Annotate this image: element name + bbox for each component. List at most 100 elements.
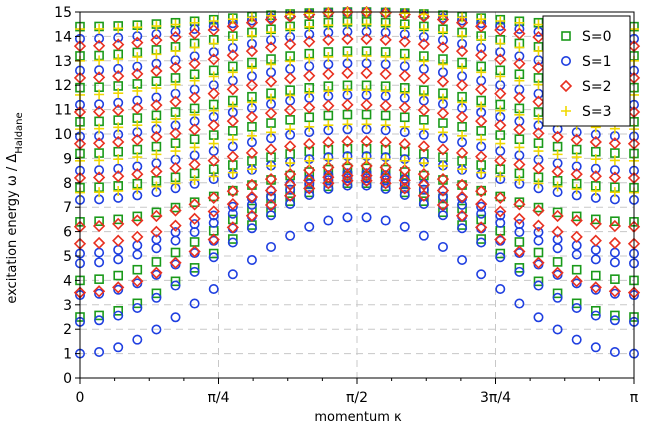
- data-point: [208, 71, 219, 82]
- data-point: [360, 98, 373, 111]
- data-point: [417, 189, 430, 202]
- legend-label: S=3: [582, 104, 612, 120]
- y-tick-label: 8: [63, 176, 72, 192]
- data-point: [113, 32, 124, 43]
- data-point: [189, 175, 200, 186]
- data-point: [360, 32, 373, 46]
- data-point: [457, 121, 467, 132]
- data-point: [380, 120, 391, 131]
- data-point: [399, 179, 410, 190]
- data-point: [285, 56, 296, 67]
- data-point: [476, 34, 487, 45]
- data-point: [609, 155, 620, 166]
- data-point: [226, 185, 239, 198]
- y-tick-label: 13: [54, 54, 72, 70]
- data-point: [131, 214, 144, 227]
- data-point: [475, 114, 488, 128]
- x-axis-label: momentum κ: [314, 410, 402, 425]
- data-point: [533, 178, 544, 189]
- data-point: [208, 248, 219, 259]
- data-point: [589, 281, 602, 294]
- legend-marker: [561, 31, 571, 41]
- data-point: [92, 71, 106, 84]
- data-point: [436, 107, 450, 120]
- data-point: [208, 138, 219, 149]
- data-point: [208, 130, 219, 140]
- data-point: [303, 35, 316, 48]
- data-point: [169, 162, 182, 175]
- data-point: [323, 51, 334, 62]
- data-point: [513, 27, 526, 40]
- data-point: [399, 53, 410, 64]
- data-point: [457, 164, 468, 175]
- data-point: [379, 171, 392, 184]
- data-point: [590, 270, 601, 281]
- data-point: [341, 98, 354, 111]
- data-point: [170, 280, 181, 291]
- data-point: [112, 234, 125, 247]
- data-point: [589, 170, 602, 183]
- data-point: [551, 266, 564, 279]
- data-point: [285, 124, 296, 135]
- data-point: [437, 160, 448, 171]
- data-point: [514, 134, 525, 145]
- data-point: [208, 38, 219, 49]
- data-point: [189, 75, 200, 86]
- data-point: [533, 235, 544, 246]
- data-point: [113, 185, 124, 196]
- data-point: [94, 247, 105, 258]
- data-point: [514, 266, 525, 277]
- data-point: [189, 17, 200, 28]
- data-point: [571, 264, 582, 275]
- data-point: [551, 209, 564, 223]
- data-point: [360, 174, 373, 187]
- data-point: [113, 154, 124, 165]
- data-point: [361, 212, 372, 223]
- y-tick-label: 2: [63, 322, 72, 338]
- data-point: [113, 284, 124, 295]
- data-point: [380, 175, 391, 186]
- data-point: [342, 173, 353, 184]
- legend-marker: [559, 79, 573, 93]
- data-point: [533, 146, 544, 157]
- data-point: [570, 214, 583, 227]
- data-point: [342, 212, 353, 223]
- data-point: [457, 97, 468, 108]
- data-point: [304, 121, 315, 132]
- data-point: [188, 27, 201, 40]
- data-point: [189, 266, 200, 277]
- data-point: [94, 99, 105, 110]
- data-point: [304, 21, 315, 32]
- data-point: [457, 223, 468, 234]
- data-point: [284, 178, 297, 191]
- data-point: [323, 120, 334, 131]
- data-point: [436, 13, 450, 26]
- data-point: [227, 269, 238, 280]
- data-point: [399, 190, 410, 201]
- data-point: [132, 61, 143, 72]
- data-point: [131, 230, 144, 243]
- data-point: [189, 109, 200, 120]
- data-point: [304, 8, 315, 19]
- data-point: [398, 163, 411, 177]
- data-point: [151, 324, 162, 335]
- data-point: [113, 54, 124, 65]
- data-point: [227, 34, 238, 45]
- data-point: [285, 115, 295, 125]
- data-point: [170, 178, 181, 189]
- data-point: [494, 23, 507, 37]
- legend-label: S=2: [582, 79, 612, 95]
- data-point: [476, 237, 487, 248]
- data-point: [398, 182, 411, 195]
- data-point: [495, 248, 506, 259]
- y-tick-label: 9: [63, 151, 72, 167]
- data-point: [513, 57, 526, 70]
- data-point: [360, 135, 373, 148]
- data-point: [323, 86, 334, 97]
- data-point: [94, 55, 105, 66]
- data-point: [513, 212, 526, 225]
- data-point: [131, 101, 144, 115]
- data-point: [284, 38, 297, 51]
- data-point: [380, 110, 391, 121]
- data-point: [608, 219, 622, 233]
